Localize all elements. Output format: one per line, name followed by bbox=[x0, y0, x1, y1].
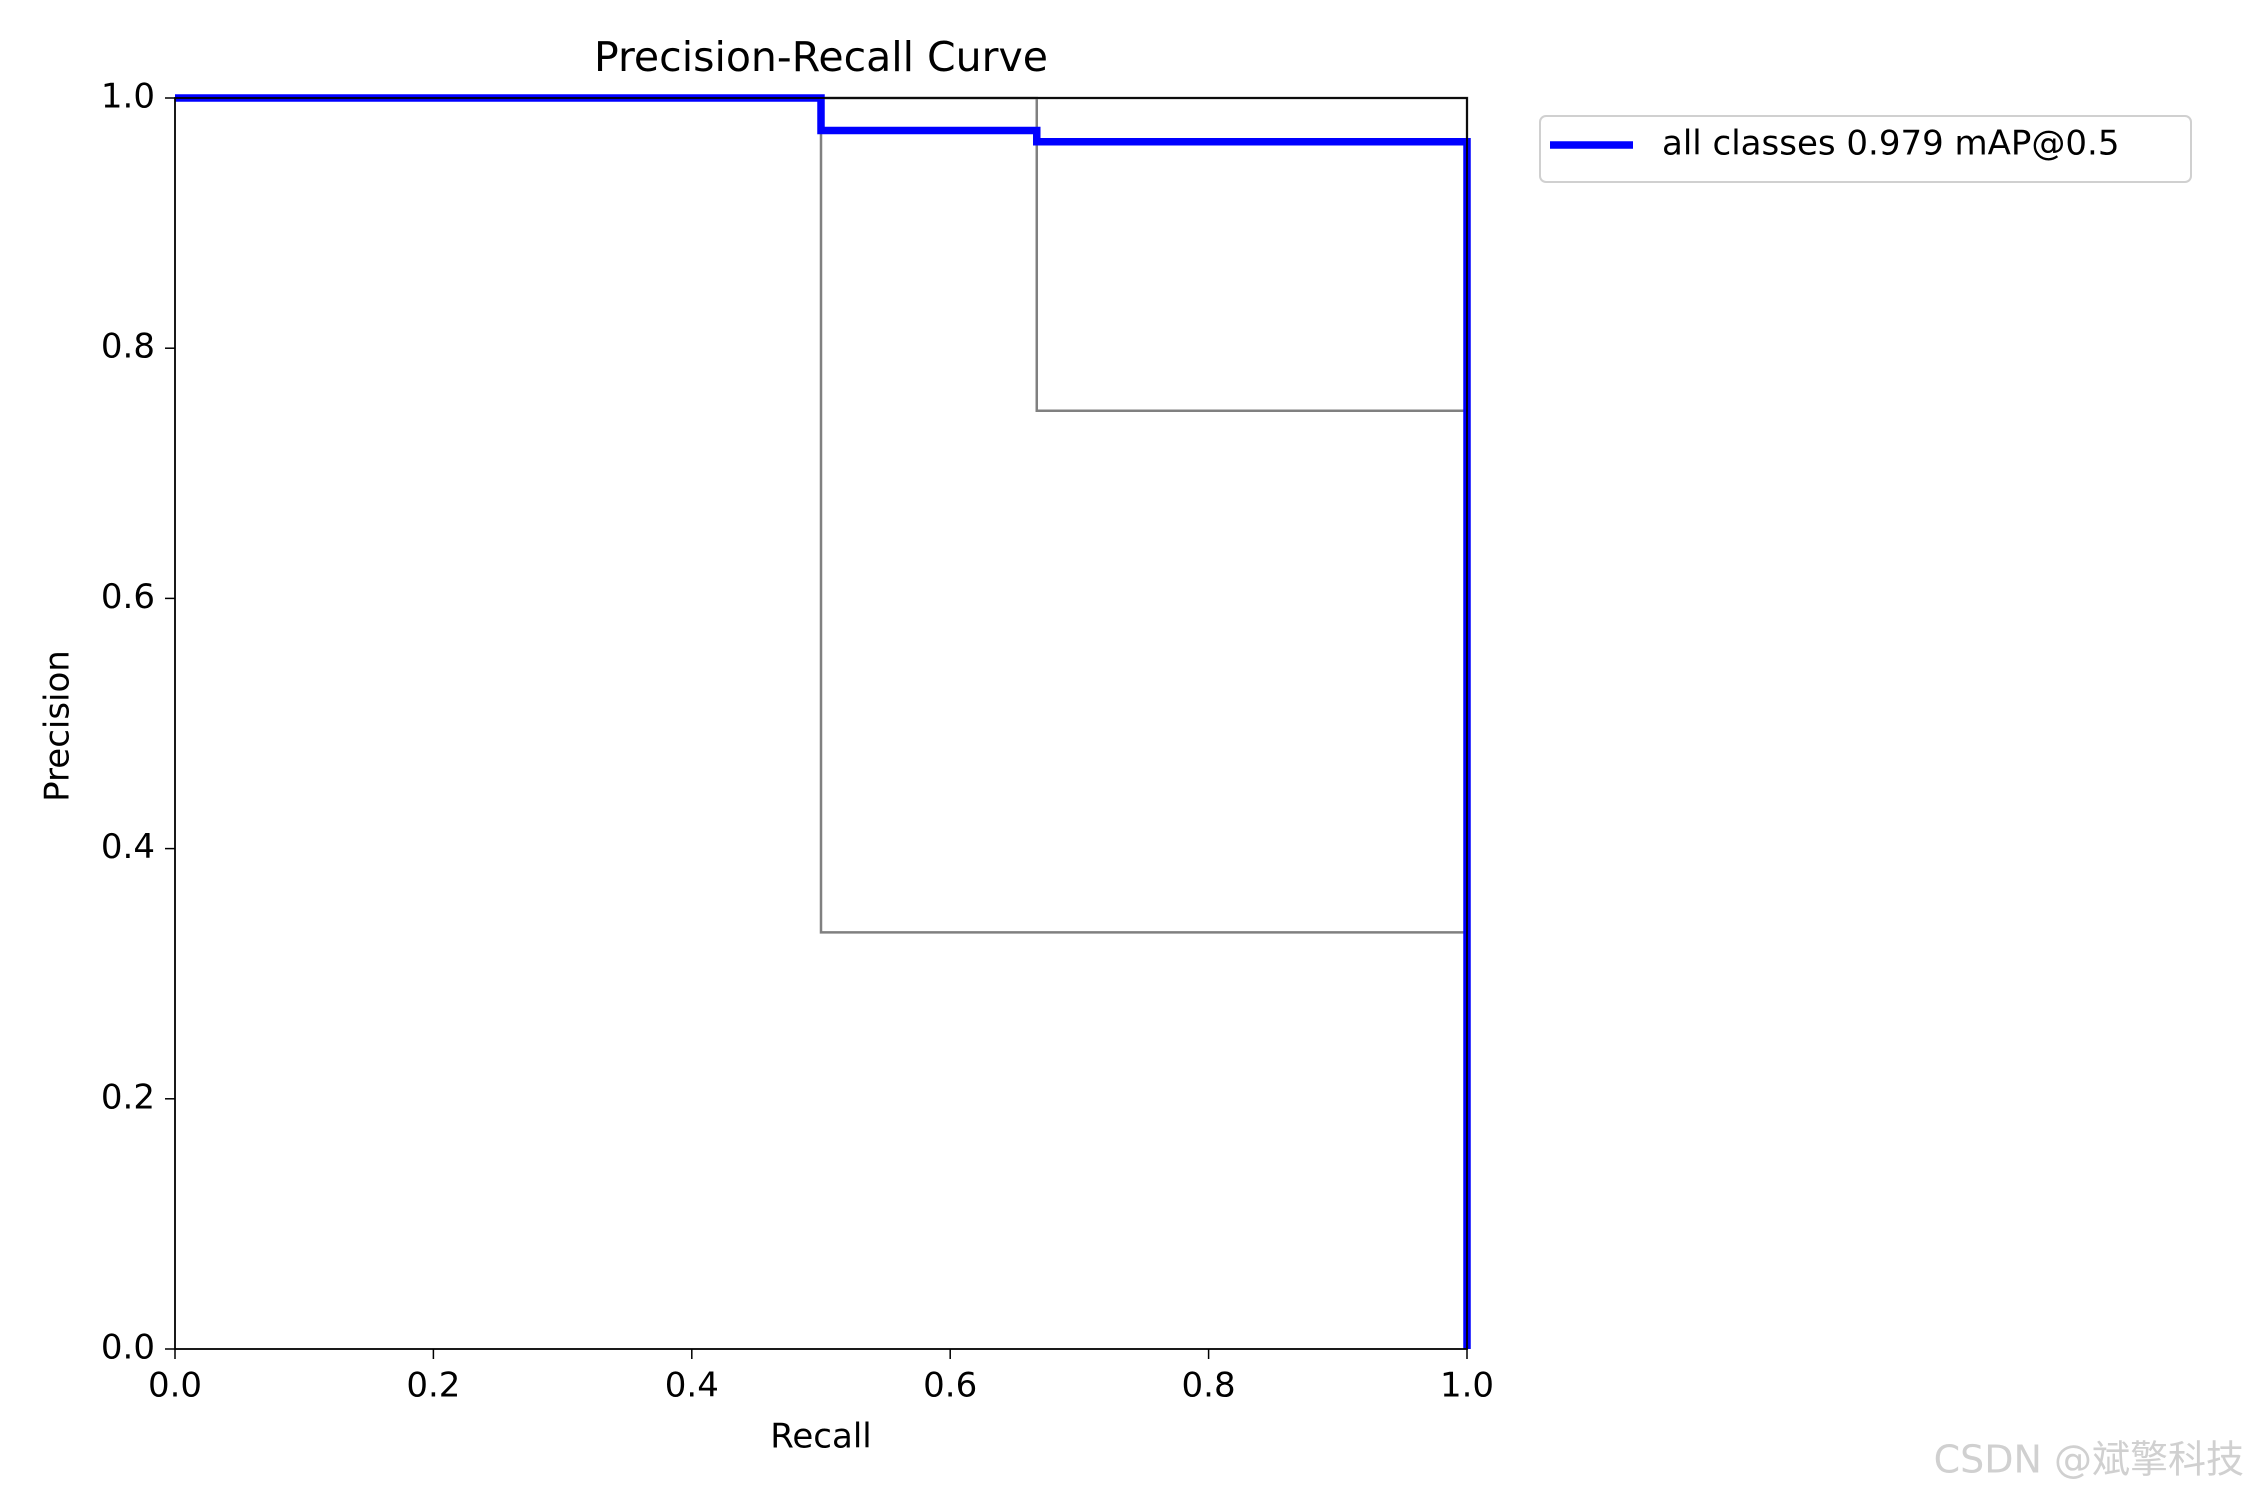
x-axis-label: Recall bbox=[770, 1417, 871, 1457]
legend-label: all classes 0.979 mAP@0.5 bbox=[1662, 124, 2119, 164]
y-tick-label: 1.0 bbox=[101, 77, 155, 117]
x-tick-label: 1.0 bbox=[1440, 1366, 1494, 1406]
y-tick-label: 0.0 bbox=[101, 1328, 155, 1368]
plot-frame bbox=[174, 97, 1468, 1350]
x-tick-label: 0.8 bbox=[1182, 1366, 1236, 1406]
legend-frame bbox=[1539, 115, 2192, 183]
watermark: CSDN @斌擎科技 bbox=[1934, 1438, 2244, 1482]
y-axis-label: Precision bbox=[38, 650, 78, 802]
y-tick-label: 0.2 bbox=[101, 1077, 155, 1117]
chart-title: Precision-Recall Curve bbox=[594, 33, 1048, 81]
x-tick-label: 0.4 bbox=[665, 1366, 719, 1406]
x-tick-label: 0.0 bbox=[148, 1366, 202, 1406]
y-tick-label: 0.4 bbox=[101, 827, 155, 867]
x-tick-label: 0.6 bbox=[923, 1366, 977, 1406]
x-tick-label: 0.2 bbox=[406, 1366, 460, 1406]
y-tick-label: 0.6 bbox=[101, 577, 155, 617]
y-tick-label: 0.8 bbox=[101, 327, 155, 367]
